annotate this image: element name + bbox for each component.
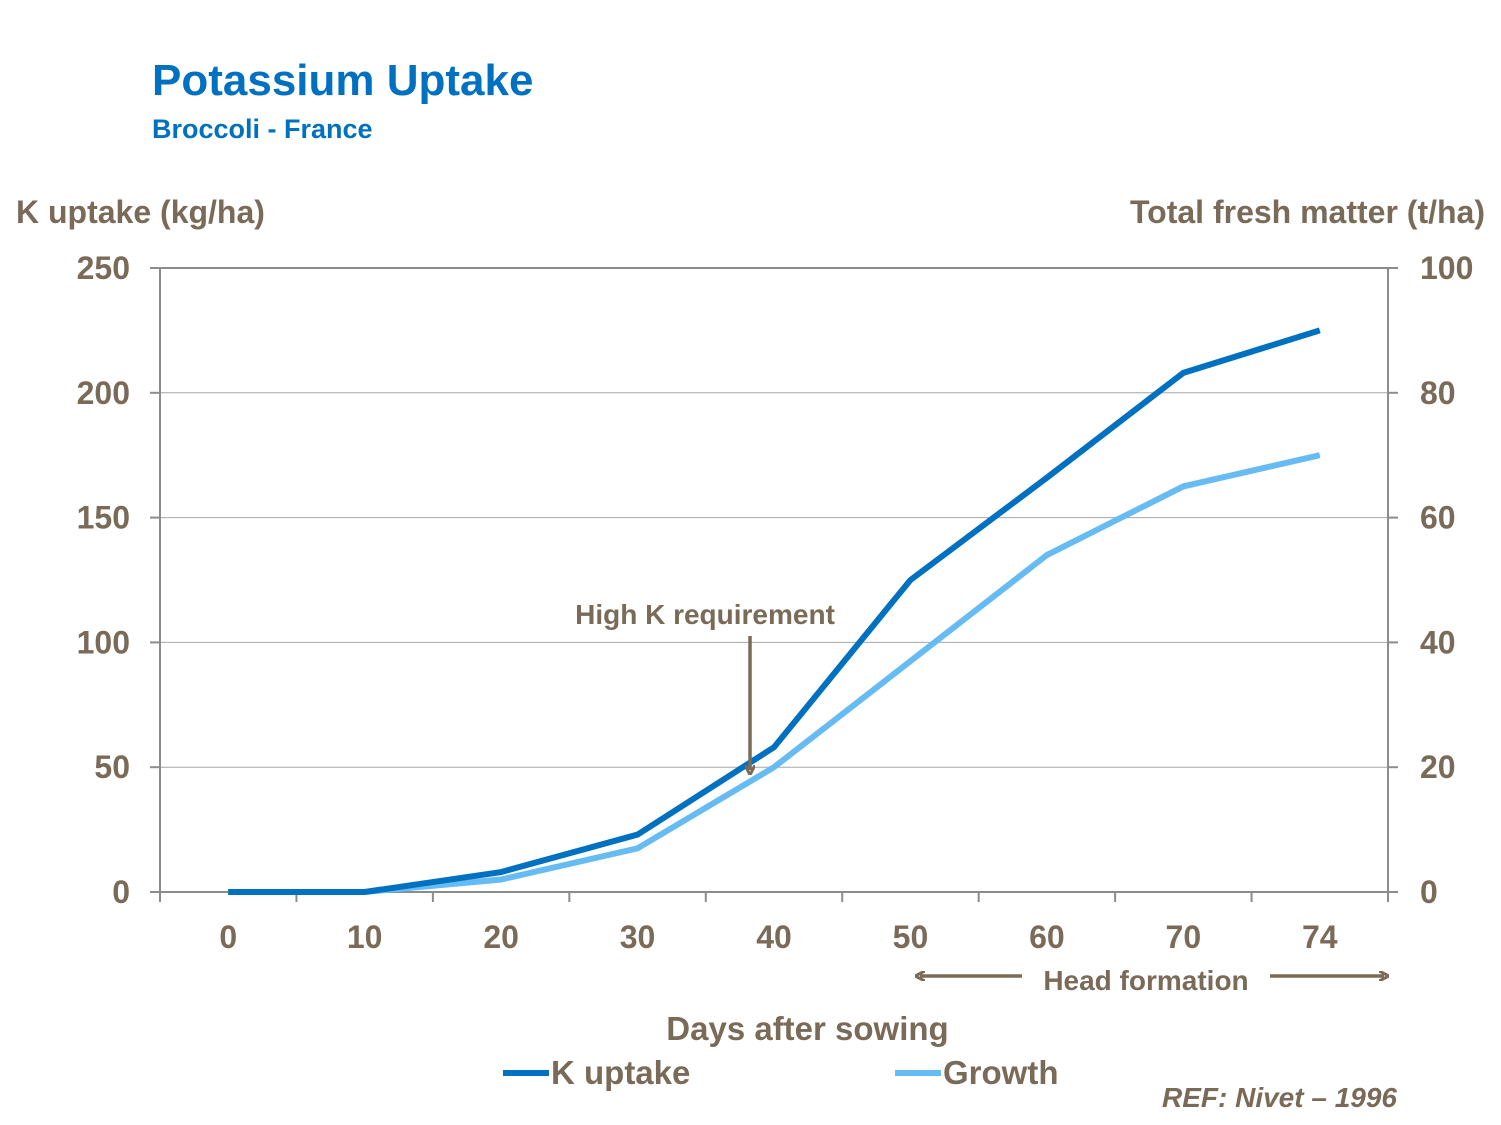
head-formation-label: Head formation: [1043, 965, 1248, 996]
chart-title: Potassium Uptake: [152, 56, 534, 105]
x-tick-label: 70: [1166, 919, 1202, 955]
legend-swatch-growth: [895, 1070, 941, 1076]
x-tick-label: 74: [1302, 919, 1338, 955]
y-right-tick-label: 80: [1420, 375, 1456, 411]
y-right-tick-label: 0: [1420, 874, 1438, 910]
y-left-tick-label: 50: [94, 749, 130, 785]
y-left-tick-label: 0: [112, 874, 130, 910]
plot-area-frame: [159, 267, 1389, 893]
x-axis-title: Days after sowing: [666, 1010, 949, 1047]
y-left-axis-title: K uptake (kg/ha): [16, 194, 265, 230]
gridlines: [160, 392, 1388, 768]
reference-note: REF: Nivet – 1996: [1162, 1082, 1397, 1113]
y-right-axis-title: Total fresh matter (t/ha): [1130, 194, 1485, 230]
series-lines: [228, 327, 1321, 895]
legend-swatch-k-uptake: [503, 1070, 549, 1076]
legend-label-k-uptake: K uptake: [551, 1054, 691, 1091]
annotations: High K requirement Head formation: [575, 599, 1384, 996]
legend-item-k-uptake: K uptake: [503, 1054, 690, 1092]
y-right-tick-label: 20: [1420, 749, 1456, 785]
axes: 0 50 100 150 200 250 0 20 40 60 80 100 0 10 20 30 40 50 60…: [77, 250, 1474, 955]
chart-subtitle: Broccoli - France: [152, 114, 373, 144]
y-right-tick-label: 60: [1420, 500, 1456, 536]
y-left-tick-label: 150: [77, 500, 130, 536]
x-tick-label: 40: [756, 919, 792, 955]
y-left-tick-label: 250: [77, 250, 130, 286]
x-tick-label: 10: [347, 919, 383, 955]
x-tick-label: 0: [219, 919, 237, 955]
series-line-k-uptake: [228, 327, 1321, 895]
x-tick-label: 30: [620, 919, 656, 955]
y-left-tick-label: 200: [77, 375, 130, 411]
x-tick-label: 50: [893, 919, 929, 955]
legend-label-growth: Growth: [943, 1054, 1059, 1091]
high-k-requirement-label: High K requirement: [575, 599, 835, 630]
y-left-tick-label: 100: [77, 624, 130, 660]
series-line-growth: [228, 452, 1321, 895]
x-tick-label: 20: [483, 919, 519, 955]
y-right-tick-label: 100: [1420, 250, 1473, 286]
y-right-tick-label: 40: [1420, 624, 1456, 660]
legend-item-growth: Growth: [895, 1054, 1058, 1092]
x-tick-label: 60: [1029, 919, 1065, 955]
